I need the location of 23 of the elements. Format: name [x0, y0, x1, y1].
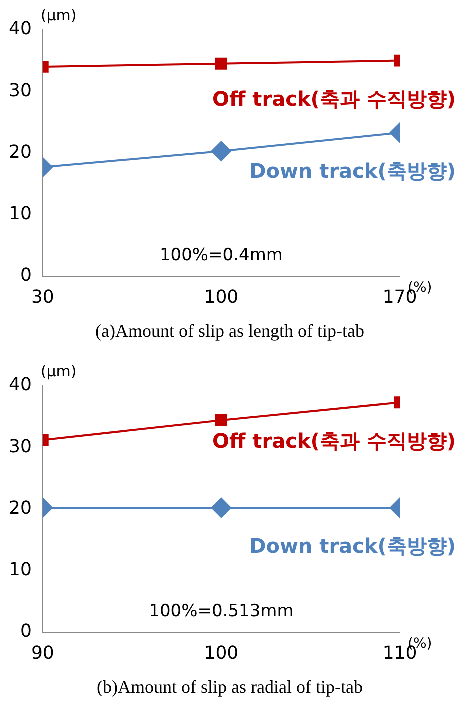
series-label: Off track(축과 수직방향)	[212, 428, 456, 453]
y-tick-label: 20	[9, 142, 32, 163]
y-tick-label: 30	[9, 436, 32, 458]
y-tick-label: 30	[9, 80, 32, 102]
y-axis-title: (μm)	[40, 362, 77, 380]
y-tick-label: 40	[9, 374, 32, 396]
y-tick-label: 0	[20, 621, 32, 642]
y-tick-label: 10	[9, 559, 32, 580]
y-tick-label: 20	[9, 498, 32, 519]
x-tick-label: 100	[204, 642, 239, 664]
y-tick-label: 0	[20, 265, 32, 286]
y-axis-title: (μm)	[40, 6, 77, 24]
x-tick-label: 100	[204, 286, 239, 308]
annotation: 100%=0.513mm	[149, 601, 294, 622]
text: (b)Amount of slip as radial of tip-tab	[96, 676, 364, 699]
series-label: Down track(축방향)	[250, 159, 456, 184]
x-tick-label: 90	[31, 642, 54, 664]
text: (a)Amount of slip as length of tip-tab	[94, 320, 366, 343]
series-label: Down track(축방향)	[250, 534, 456, 558]
y-tick-label: 40	[9, 18, 32, 40]
series-label: Off track(축과 수직방향)	[212, 87, 456, 112]
y-tick-label: 10	[9, 203, 32, 224]
annotation: 100%=0.4mm	[160, 245, 283, 266]
